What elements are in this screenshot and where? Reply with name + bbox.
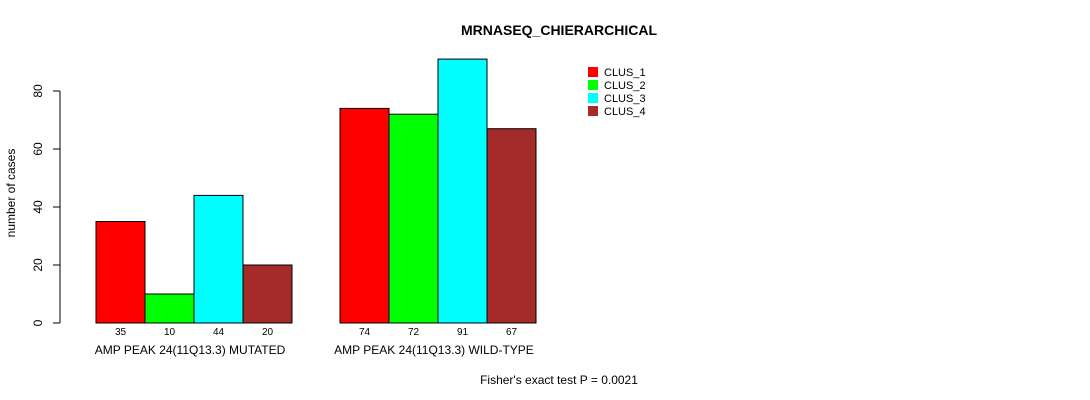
group-labels: AMP PEAK 24(11Q13.3) MUTATED AMP PEAK 24(… (95, 343, 534, 357)
bar-value-label: 10 (164, 327, 176, 338)
bar-clus-1 (95, 221, 146, 324)
legend-label: CLUS_2 (604, 80, 646, 92)
y-tick-label: 40 (31, 200, 45, 214)
legend-label: CLUS_1 (604, 67, 646, 79)
y-axis-label: number of cases (4, 149, 18, 238)
y-tick-label: 20 (31, 258, 45, 272)
legend-swatch (588, 106, 598, 116)
y-axis: 0 20 40 60 80 (31, 84, 61, 326)
bars (95, 58, 537, 324)
bar-value-label: 35 (115, 327, 127, 338)
bar-clus-3 (437, 58, 488, 324)
legend-swatch (588, 93, 598, 103)
bar-clus-2 (388, 113, 439, 324)
legend-swatch (588, 67, 598, 77)
y-tick-label: 80 (31, 84, 45, 98)
y-tick-label: 60 (31, 142, 45, 156)
bar-clus-4 (242, 264, 293, 324)
legend-label: CLUS_4 (604, 106, 646, 118)
bar-value-label: 44 (213, 327, 225, 338)
bar-clus-2 (144, 293, 195, 324)
bar-value-labels: 35 10 44 20 74 72 91 67 (115, 327, 518, 338)
fisher-test-footnote: Fisher's exact test P = 0.0021 (480, 373, 638, 387)
legend-swatch (588, 80, 598, 90)
chart-title: MRNASEQ_CHIERARCHICAL (461, 22, 657, 38)
bar-clus-1 (339, 107, 390, 324)
group-label: AMP PEAK 24(11Q13.3) MUTATED (95, 343, 286, 357)
legend-label: CLUS_3 (604, 93, 646, 105)
bar-value-label: 20 (262, 327, 274, 338)
bar-clus-3 (193, 194, 244, 324)
bar-clus-4 (486, 128, 537, 324)
y-tick-label: 0 (31, 319, 45, 326)
bar-value-label: 91 (457, 327, 469, 338)
bar-value-label: 72 (408, 327, 420, 338)
group-label: AMP PEAK 24(11Q13.3) WILD-TYPE (334, 343, 534, 357)
bar-value-label: 67 (506, 327, 518, 338)
bar-value-label: 74 (359, 327, 371, 338)
